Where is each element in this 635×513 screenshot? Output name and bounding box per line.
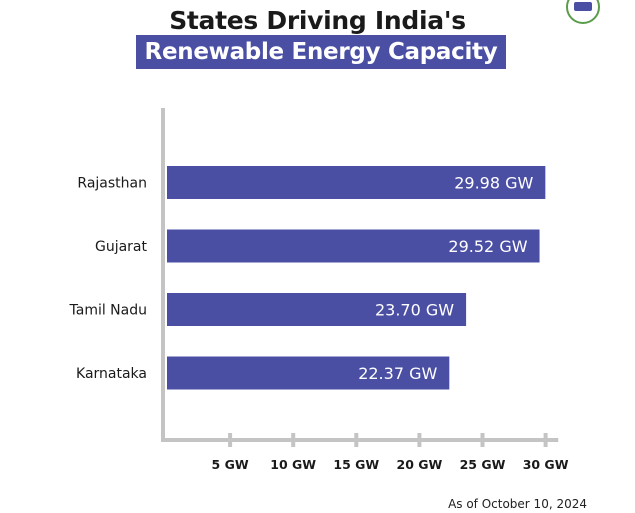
bar	[167, 166, 546, 199]
chart-title-line-1: States Driving India's	[169, 6, 466, 35]
category-label: Gujarat	[95, 239, 148, 255]
x-tick-label: 5 GW	[212, 457, 249, 472]
chart-title-line-2: Renewable Energy Capacity	[144, 39, 498, 65]
x-tick-label: 10 GW	[270, 457, 316, 472]
bar-data-label: 29.98 GW	[454, 174, 533, 193]
date-footnote: As of October 10, 2024	[448, 497, 587, 511]
x-tick-label: 25 GW	[460, 457, 506, 472]
category-label: Tamil Nadu	[69, 303, 148, 319]
category-label: Rajasthan	[77, 176, 147, 192]
logo-mark	[574, 2, 592, 11]
bar-data-label: 23.70 GW	[375, 301, 454, 320]
x-tick-label: 30 GW	[523, 457, 569, 472]
x-tick-label: 15 GW	[333, 457, 379, 472]
bar-data-label: 29.52 GW	[448, 237, 527, 256]
category-label: Karnataka	[76, 366, 147, 382]
title-highlight-band	[136, 35, 506, 69]
x-tick-label: 20 GW	[397, 457, 443, 472]
bar	[167, 229, 540, 263]
bar-data-label: 22.37 GW	[358, 364, 437, 383]
bar	[167, 293, 467, 326]
bar	[167, 356, 450, 390]
